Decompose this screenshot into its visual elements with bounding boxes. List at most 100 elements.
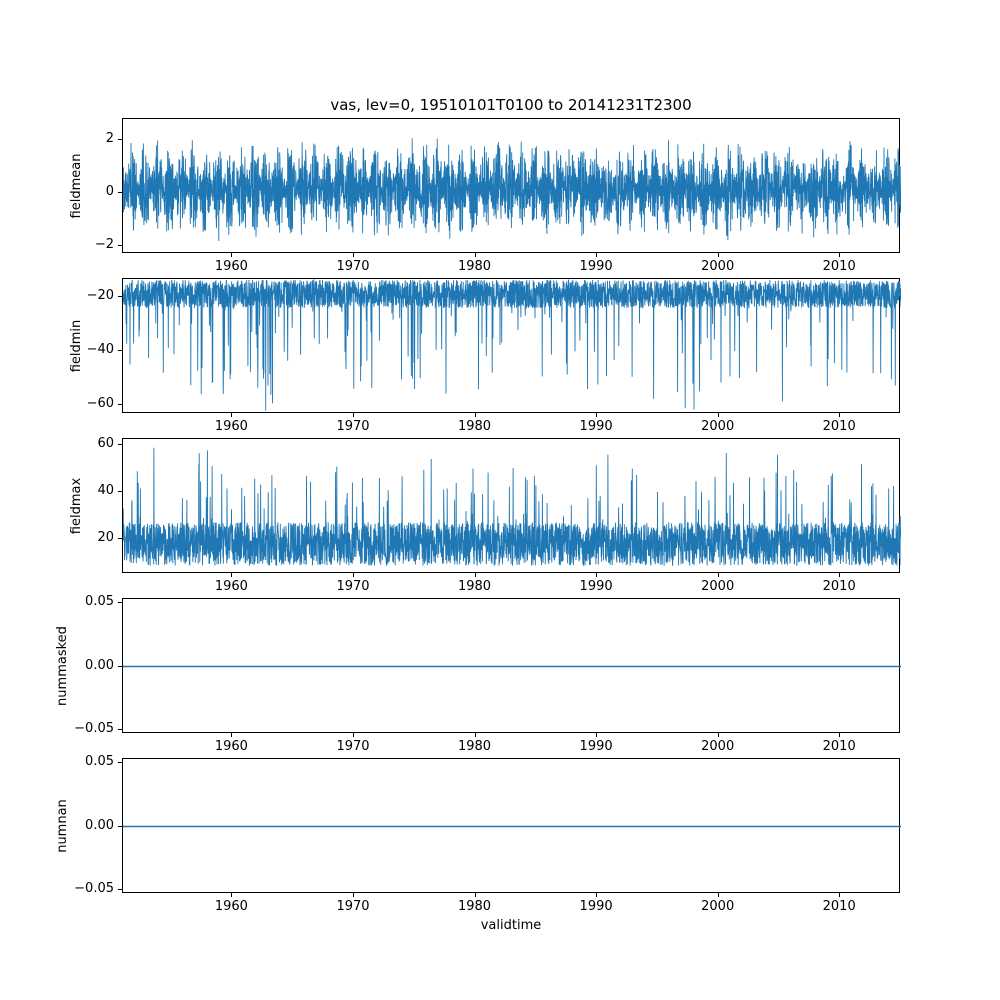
x-tick-mark [353,573,354,577]
x-tick-label: 2010 [822,419,856,434]
x-tick-label: 2010 [822,739,856,754]
subplot-fieldmin-axes [122,278,901,413]
x-tick-label: 2000 [701,419,735,434]
x-tick-label: 1990 [579,899,613,914]
x-tick-label: 1960 [214,899,248,914]
x-tick-label: 1990 [579,419,613,434]
x-tick-label: 1970 [336,419,370,434]
x-tick-mark [474,253,476,257]
figure-title: vas, lev=0, 19510101T0100 to 20141231T23… [330,96,692,114]
fieldmean-line-series [123,138,901,242]
y-tick-label: 0 [105,184,114,200]
x-tick-mark [839,253,841,257]
x-tick-mark [596,573,598,577]
x-tick-label: 1980 [457,739,492,754]
y-tick-mark [118,665,122,667]
fieldmin-polyline [123,279,901,411]
x-tick-label: 1960 [214,739,248,754]
x-tick-mark [717,253,719,257]
x-tick-mark [717,413,719,417]
x-tick-label: 2010 [822,259,856,274]
nummasked-line-series [123,665,901,668]
x-tick-mark [839,413,841,417]
x-tick-label: 1960 [214,259,248,274]
x-tick-label: 1980 [457,419,492,434]
x-tick-label: 2010 [822,579,856,594]
y-tick-label: −40 [86,341,114,357]
y-tick-label: 0.05 [85,594,114,610]
numnan-line-series [123,825,901,828]
y-tick-label: −60 [86,395,114,411]
y-tick-mark [118,602,122,604]
x-tick-label: 2000 [701,259,735,274]
x-tick-mark [474,573,476,577]
y-tick-mark [118,728,122,730]
y-tick-mark [118,762,122,764]
y-tick-label: 0.00 [85,657,114,673]
x-tick-label: 1990 [579,259,613,274]
y-tick-mark [118,245,122,247]
x-tick-mark [474,733,476,737]
y-tick-label: 0.00 [85,817,114,833]
y-tick-label: 60 [97,435,114,451]
x-tick-mark [231,253,233,257]
x-tick-mark [231,413,233,417]
x-tick-mark [231,733,233,737]
y-tick-mark [118,403,122,405]
x-tick-mark [596,893,598,897]
x-tick-mark [474,413,476,417]
y-tick-label: −0.05 [74,720,114,736]
y-tick-mark [118,296,122,298]
x-tick-mark [353,413,354,417]
fieldmax-polyline [123,447,901,566]
subplot-fieldmean-axes [122,118,901,253]
subplot-fieldmax-axes [122,438,901,573]
y-tick-label: −2 [94,237,114,253]
x-tick-mark [839,733,841,737]
y-tick-label: 0.05 [85,754,114,770]
x-tick-mark [717,573,719,577]
x-tick-mark [839,893,841,897]
y-tick-label: −0.05 [74,880,114,896]
y-tick-mark [118,888,122,890]
y-tick-mark [118,139,122,141]
x-tick-label: 1960 [214,419,248,434]
x-tick-label: 2010 [822,899,856,914]
x-tick-mark [474,893,476,897]
x-tick-label: 1980 [457,259,492,274]
y-tick-label: 2 [105,131,114,147]
fieldmax-line-series [123,447,901,566]
subplot-nummasked-axes [122,598,901,733]
x-tick-label: 1970 [336,899,370,914]
y-tick-label: −20 [86,288,114,304]
x-tick-mark [596,733,598,737]
x-tick-mark [596,413,598,417]
x-tick-mark [717,733,719,737]
x-tick-mark [353,733,354,737]
y-tick-label: 40 [97,482,114,498]
x-tick-label: 1990 [579,739,613,754]
y-tick-mark [118,537,122,539]
x-tick-mark [231,893,233,897]
x-tick-label: 2000 [701,579,735,594]
x-tick-label: 2000 [701,899,735,914]
x-tick-mark [353,253,354,257]
subplot-numnan-axes [122,758,901,893]
x-tick-mark [353,893,354,897]
x-tick-label: 1960 [214,579,248,594]
x-axis-label: validtime [480,918,542,933]
x-tick-label: 1980 [457,579,492,594]
y-tick-label: 20 [97,529,114,545]
x-tick-mark [596,253,598,257]
y-tick-mark [118,490,122,492]
x-tick-label: 1970 [336,579,370,594]
x-tick-label: 1980 [457,899,492,914]
y-tick-mark [118,443,122,445]
x-tick-mark [717,893,719,897]
x-tick-label: 1970 [336,259,370,274]
x-tick-mark [231,573,233,577]
y-axis-label-fieldmax: fieldmax [69,477,84,534]
x-tick-label: 1970 [336,739,370,754]
x-tick-mark [839,573,841,577]
x-tick-label: 1990 [579,579,613,594]
